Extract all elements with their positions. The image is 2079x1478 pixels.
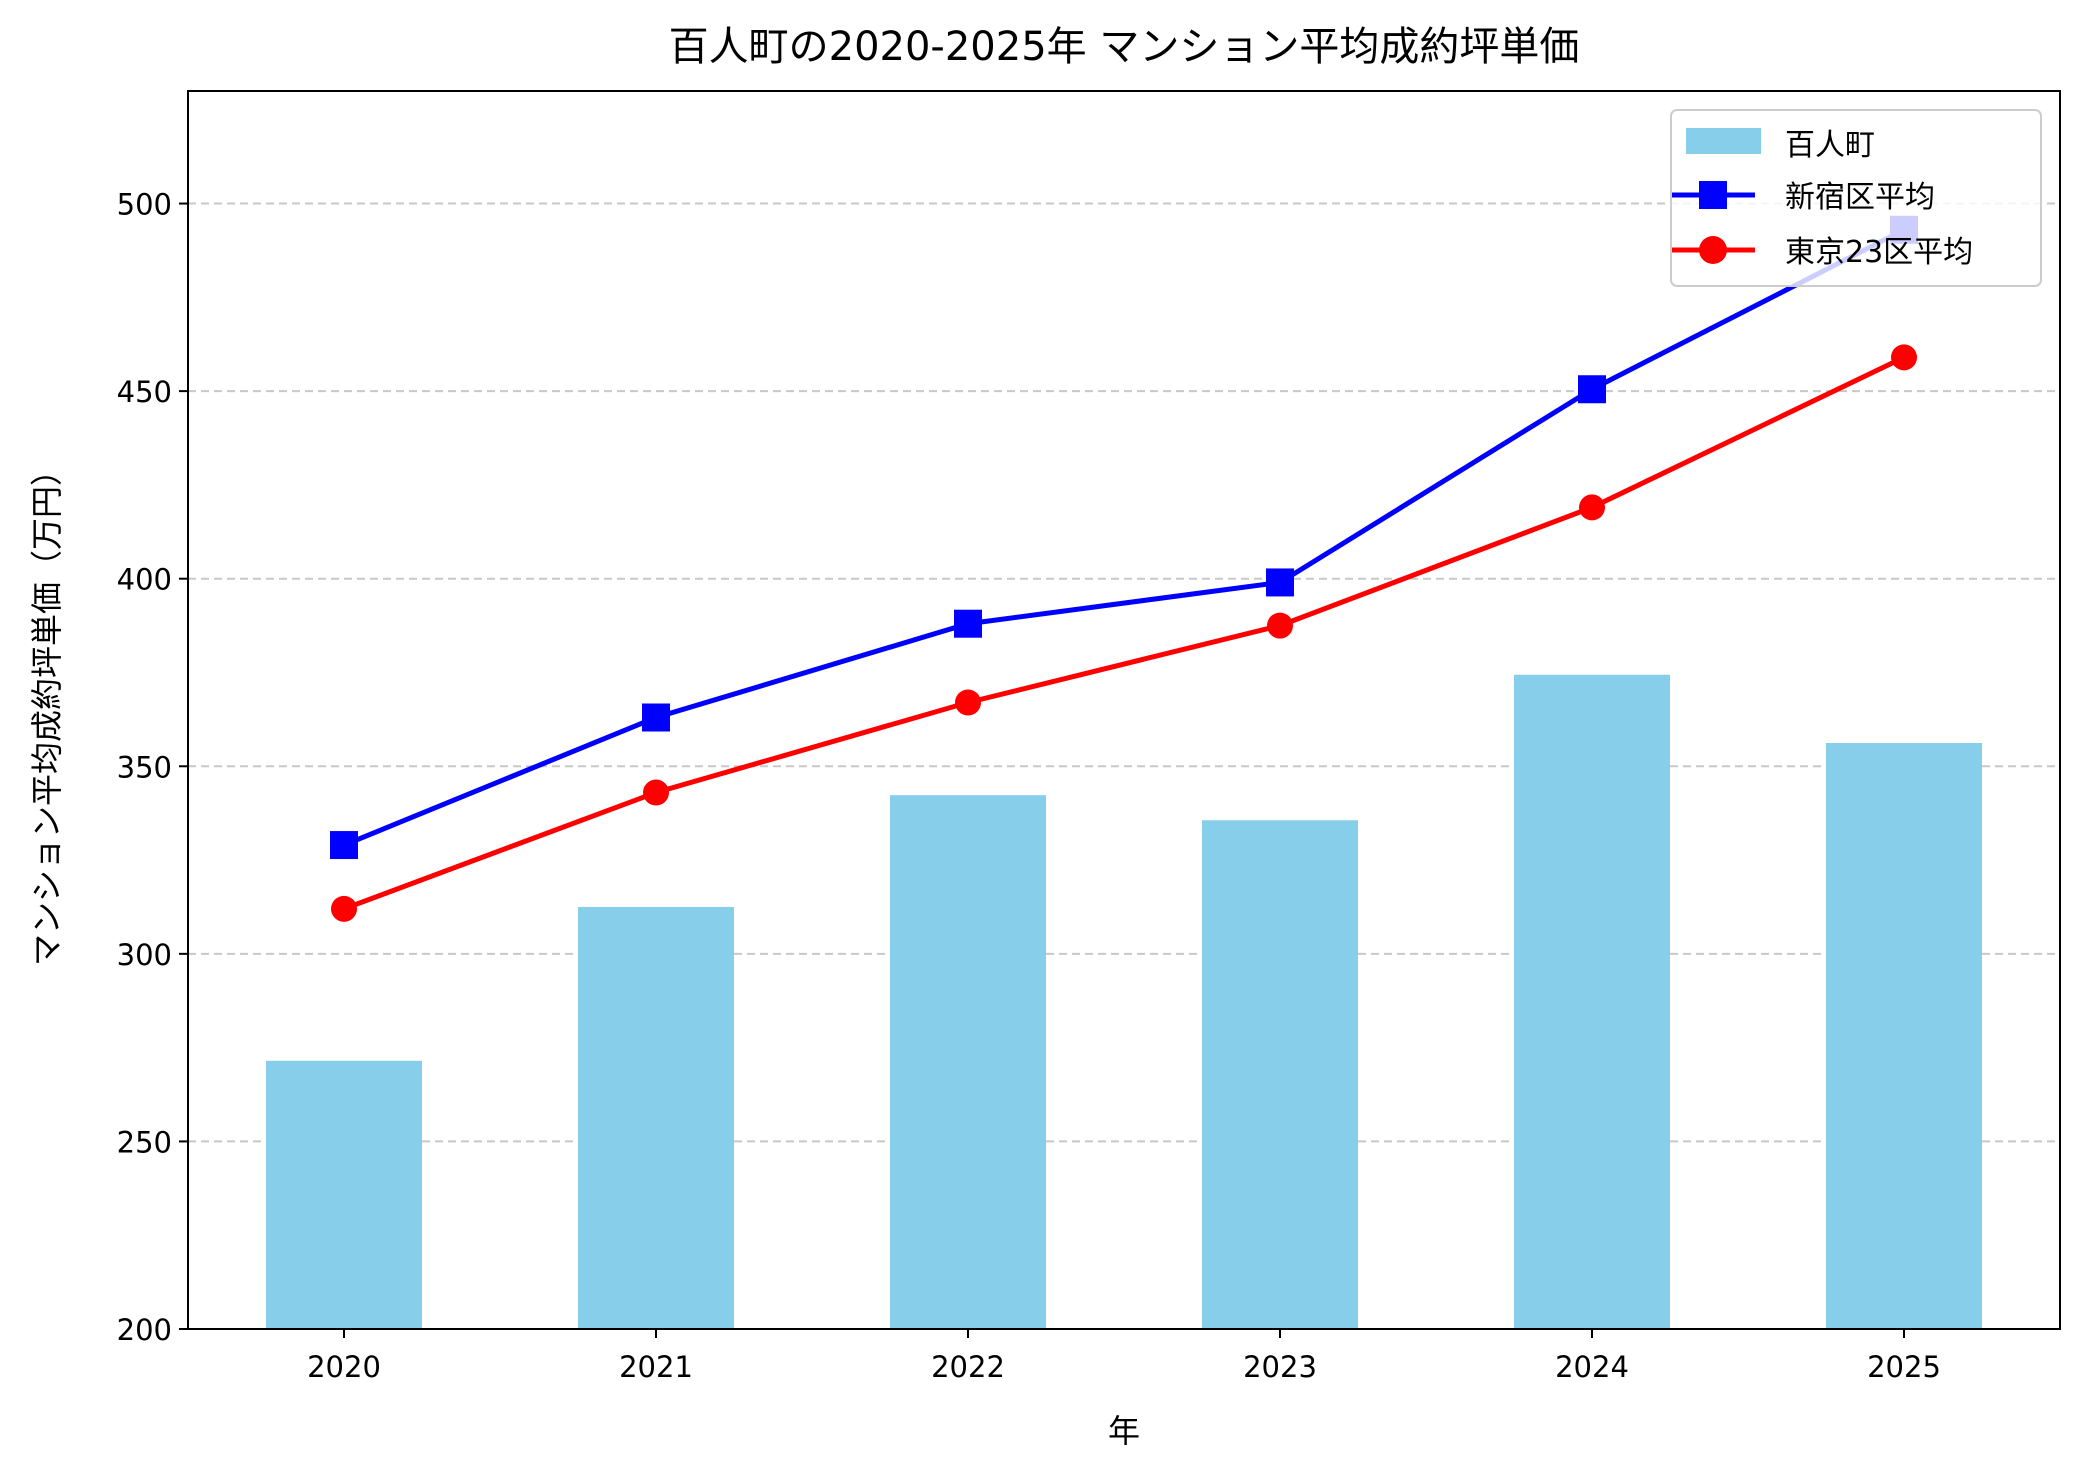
y-axis: 200 250 300 350 400 450 500 xyxy=(117,188,188,1347)
y-tick-label: 400 xyxy=(117,563,172,597)
legend-swatch-bar xyxy=(1686,128,1761,154)
legend-box xyxy=(1670,109,2042,287)
data-point-circle xyxy=(1891,344,1917,371)
y-tick-label: 350 xyxy=(117,750,172,784)
x-axis-label: 年 xyxy=(1108,1412,1140,1450)
legend-marker-square xyxy=(1699,181,1727,209)
data-point-square xyxy=(330,831,358,860)
lines xyxy=(330,215,1918,922)
x-tick-label: 2020 xyxy=(307,1350,381,1384)
series-line xyxy=(343,227,1906,848)
x-tick-label: 2024 xyxy=(1555,1350,1629,1384)
x-tick-label: 2022 xyxy=(931,1350,1005,1384)
data-point-square xyxy=(954,609,982,638)
y-tick-label: 200 xyxy=(117,1313,172,1347)
x-tick-label: 2023 xyxy=(1243,1350,1317,1384)
bar xyxy=(578,906,734,1329)
bar xyxy=(266,1060,422,1329)
y-tick-label: 450 xyxy=(117,375,172,409)
series-line xyxy=(343,355,1906,912)
y-tick-label: 250 xyxy=(117,1125,172,1159)
data-point-circle xyxy=(331,895,357,922)
bar xyxy=(1514,674,1670,1329)
data-point-square xyxy=(1266,568,1294,597)
legend-label-2: 東京23区平均 xyxy=(1785,235,1973,270)
data-point-square xyxy=(642,703,670,732)
bar xyxy=(1826,743,1982,1329)
data-point-circle xyxy=(955,689,981,716)
y-tick-label: 500 xyxy=(117,188,172,222)
bars xyxy=(266,674,1982,1329)
y-axis-label: マンション平均成約坪単価（万円） xyxy=(28,454,66,966)
data-point-circle xyxy=(1267,612,1293,639)
y-tick-label: 300 xyxy=(117,938,172,972)
legend-label-1: 新宿区平均 xyxy=(1785,180,1935,215)
chart-title: 百人町の2020-2025年 マンション平均成約坪単価 xyxy=(669,24,1580,70)
x-tick-label: 2025 xyxy=(1867,1350,1941,1384)
legend-label-0: 百人町 xyxy=(1785,128,1875,163)
bar xyxy=(1202,820,1358,1329)
x-tick-label: 2021 xyxy=(619,1350,693,1384)
plot-frame xyxy=(187,90,2061,1330)
legend-marker-circle xyxy=(1699,236,1727,264)
data-point-circle xyxy=(643,779,669,806)
data-point-circle xyxy=(1579,494,1605,521)
grid xyxy=(188,202,2060,1143)
bar xyxy=(890,795,1046,1329)
data-point-square xyxy=(1578,375,1606,404)
legend: 百人町 新宿区平均 東京23区平均 xyxy=(1670,109,2042,287)
x-axis: 2020 2021 2022 2023 2024 2025 xyxy=(307,1329,1941,1384)
